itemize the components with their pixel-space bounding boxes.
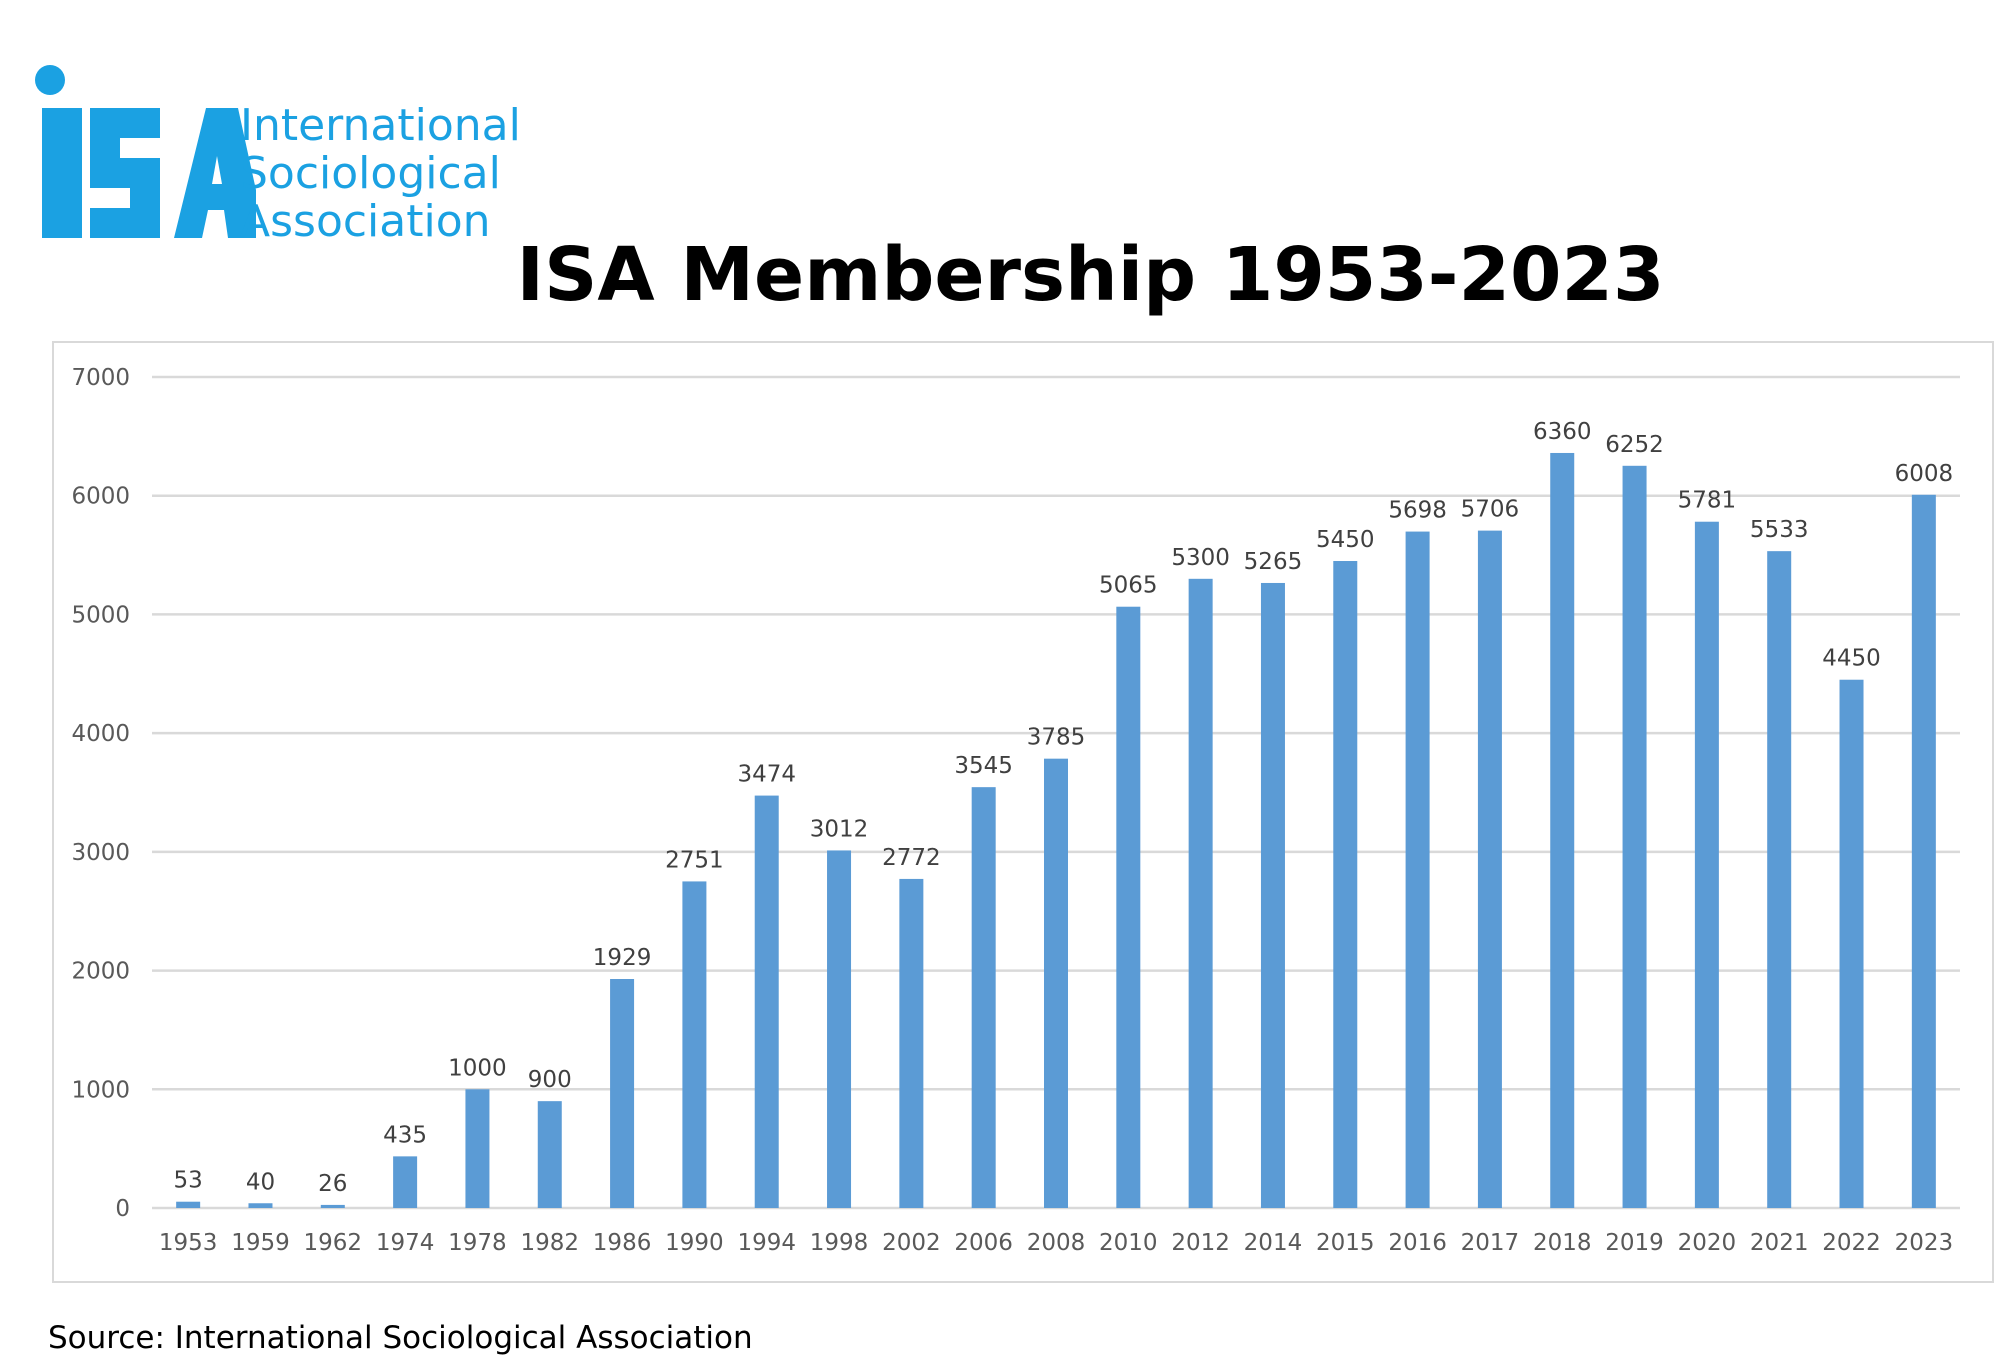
- x-tick-label-2023: 2023: [1895, 1230, 1954, 1256]
- isa-logo-wordmark: International Sociological Association: [240, 102, 521, 246]
- data-label-1962: 26: [318, 1171, 347, 1197]
- bar-1998: [827, 850, 852, 1208]
- x-tick-label-2006: 2006: [954, 1230, 1013, 1256]
- x-tick-label-2015: 2015: [1316, 1230, 1375, 1256]
- isa-logo-mark: [35, 65, 256, 238]
- bar-2010: [1116, 606, 1141, 1208]
- x-tick-label-1990: 1990: [665, 1230, 724, 1256]
- data-label-2014: 5265: [1244, 549, 1303, 575]
- data-label-1959: 40: [246, 1169, 275, 1195]
- x-tick-label-2002: 2002: [882, 1230, 941, 1256]
- x-tick-label-2022: 2022: [1822, 1230, 1881, 1256]
- data-label-1953: 53: [174, 1168, 203, 1194]
- bar-1994: [754, 795, 779, 1208]
- x-tick-label-1974: 1974: [376, 1230, 435, 1256]
- bar-1990: [682, 881, 707, 1208]
- y-tick-label-3000: 3000: [71, 840, 130, 866]
- y-tick-label-4000: 4000: [71, 721, 130, 747]
- bar-1986: [610, 979, 635, 1208]
- data-label-1990: 2751: [665, 847, 724, 873]
- bar-2015: [1333, 561, 1358, 1208]
- data-label-2016: 5698: [1388, 498, 1447, 524]
- data-label-1982: 900: [528, 1067, 572, 1093]
- data-label-2022: 4450: [1822, 646, 1881, 672]
- data-label-1978: 1000: [448, 1055, 507, 1081]
- bar-2023: [1911, 494, 1936, 1209]
- bar-1974: [393, 1156, 418, 1208]
- data-label-2002: 2772: [882, 845, 941, 871]
- x-tick-label-2019: 2019: [1605, 1230, 1664, 1256]
- logo-line-international: International: [240, 100, 521, 151]
- x-tick-label-2021: 2021: [1750, 1230, 1809, 1256]
- data-label-2017: 5706: [1461, 497, 1520, 523]
- data-label-2006: 3545: [954, 753, 1013, 779]
- y-tick-label-0: 0: [115, 1196, 130, 1222]
- data-label-1986: 1929: [593, 945, 652, 971]
- x-tick-label-2012: 2012: [1171, 1230, 1230, 1256]
- x-tick-label-1998: 1998: [810, 1230, 869, 1256]
- bar-2012: [1188, 578, 1213, 1208]
- data-label-2019: 6252: [1605, 432, 1664, 458]
- x-tick-label-1959: 1959: [231, 1230, 290, 1256]
- x-tick-label-2020: 2020: [1678, 1230, 1737, 1256]
- bar-2021: [1767, 551, 1792, 1208]
- y-tick-label-2000: 2000: [71, 959, 130, 985]
- y-tick-label-7000: 7000: [71, 365, 130, 391]
- data-label-2020: 5781: [1678, 488, 1737, 514]
- x-tick-label-1986: 1986: [593, 1230, 652, 1256]
- data-label-1994: 3474: [737, 762, 796, 788]
- bar-2002: [899, 878, 924, 1208]
- bar-2008: [1044, 758, 1068, 1208]
- bar-2016: [1405, 531, 1430, 1208]
- data-label-2010: 5065: [1099, 573, 1158, 599]
- data-label-2008: 3785: [1027, 725, 1086, 751]
- data-label-2023: 6008: [1895, 461, 1954, 487]
- chart-title: ISA Membership 1953-2023: [516, 232, 1665, 318]
- x-tick-label-2008: 2008: [1027, 1230, 1086, 1256]
- data-label-2015: 5450: [1316, 527, 1375, 553]
- x-tick-label-2016: 2016: [1388, 1230, 1447, 1256]
- plot-area-frame: [52, 341, 1994, 1283]
- x-tick-label-1994: 1994: [737, 1230, 796, 1256]
- bar-1962: [320, 1204, 345, 1208]
- bar-2020: [1694, 521, 1719, 1208]
- x-tick-label-2017: 2017: [1461, 1230, 1520, 1256]
- bar-1959: [248, 1203, 273, 1208]
- bar-1982: [537, 1101, 562, 1208]
- data-label-2021: 5533: [1750, 517, 1809, 543]
- y-tick-label-5000: 5000: [71, 602, 130, 628]
- bar-2017: [1477, 530, 1502, 1208]
- x-tick-label-1953: 1953: [159, 1230, 218, 1256]
- bar-2019: [1622, 465, 1647, 1208]
- source-note: Source: International Sociological Assoc…: [48, 1320, 753, 1356]
- data-label-2012: 5300: [1171, 545, 1230, 571]
- x-tick-label-2018: 2018: [1533, 1230, 1592, 1256]
- bar-2006: [971, 787, 996, 1208]
- x-tick-label-1978: 1978: [448, 1230, 507, 1256]
- bar-2018: [1550, 452, 1575, 1208]
- data-label-1974: 435: [383, 1122, 427, 1148]
- x-tick-label-1982: 1982: [520, 1230, 579, 1256]
- x-tick-label-2014: 2014: [1244, 1230, 1303, 1256]
- y-tick-label-1000: 1000: [71, 1077, 130, 1103]
- data-label-2018: 6360: [1533, 419, 1592, 445]
- bar-1953: [176, 1201, 201, 1208]
- x-tick-label-1962: 1962: [304, 1230, 363, 1256]
- isa-logo: [35, 65, 256, 238]
- logo-line-sociological: Sociological: [240, 148, 501, 199]
- data-label-1998: 3012: [810, 816, 869, 842]
- logo-line-association: Association: [240, 196, 491, 247]
- bar-2014: [1260, 582, 1285, 1208]
- bar-1978: [465, 1089, 490, 1208]
- bar-2022: [1839, 679, 1864, 1208]
- y-tick-label-6000: 6000: [71, 484, 130, 510]
- x-tick-label-2010: 2010: [1099, 1230, 1158, 1256]
